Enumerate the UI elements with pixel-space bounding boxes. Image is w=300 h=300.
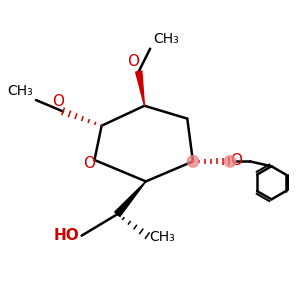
Polygon shape <box>115 182 146 217</box>
Text: O: O <box>230 153 242 168</box>
Text: O: O <box>83 156 95 171</box>
Polygon shape <box>136 71 144 106</box>
Text: CH₃: CH₃ <box>150 230 175 244</box>
Circle shape <box>224 156 236 167</box>
Text: CH₃: CH₃ <box>8 84 33 98</box>
Text: CH₃: CH₃ <box>153 32 179 46</box>
Circle shape <box>187 156 199 167</box>
Text: O: O <box>52 94 64 109</box>
Text: HO: HO <box>54 228 80 243</box>
Text: O: O <box>128 54 140 69</box>
